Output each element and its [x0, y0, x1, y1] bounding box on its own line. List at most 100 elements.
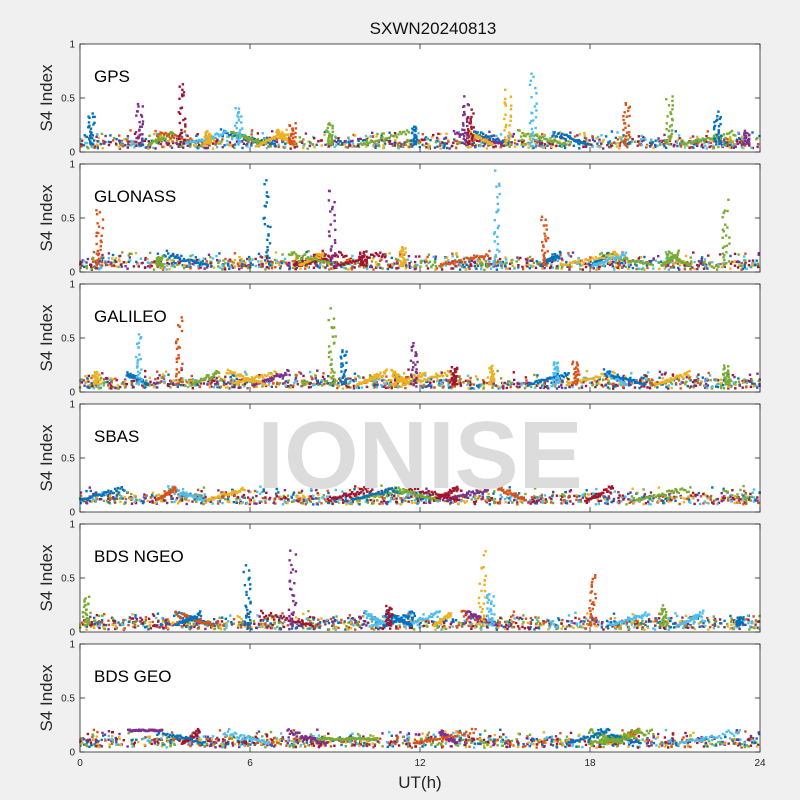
data-point — [161, 268, 165, 271]
data-point — [121, 251, 124, 254]
data-point — [141, 105, 144, 108]
data-point — [722, 140, 726, 143]
data-point — [549, 265, 553, 268]
data-point — [540, 141, 544, 145]
data-point — [266, 136, 269, 140]
scatter-points — [79, 72, 761, 150]
data-point — [676, 139, 679, 142]
data-point — [104, 377, 108, 380]
data-point — [603, 256, 606, 260]
data-point — [748, 137, 751, 141]
data-point — [574, 139, 577, 142]
data-point — [291, 253, 294, 256]
data-point — [172, 254, 175, 257]
data-point — [394, 257, 398, 261]
data-point — [489, 267, 493, 270]
data-point — [732, 381, 735, 384]
data-point — [634, 262, 637, 265]
data-point — [229, 265, 232, 269]
data-point — [483, 255, 486, 258]
data-point — [610, 253, 613, 256]
data-point — [376, 253, 379, 256]
data-point — [546, 138, 549, 141]
data-point — [504, 103, 507, 106]
data-point — [262, 140, 265, 143]
data-point — [381, 379, 384, 382]
data-point — [351, 145, 354, 148]
data-point — [211, 257, 215, 260]
data-point — [309, 259, 312, 263]
data-point — [699, 262, 702, 265]
data-point — [302, 146, 305, 150]
data-point — [237, 119, 241, 122]
data-point — [480, 255, 483, 258]
data-point — [527, 143, 530, 146]
data-point — [543, 257, 546, 260]
data-point — [709, 145, 713, 148]
data-point — [608, 145, 611, 149]
data-point — [669, 111, 672, 114]
data-point — [602, 385, 605, 388]
data-point — [96, 259, 99, 262]
data-point — [530, 133, 534, 137]
data-point — [688, 262, 691, 266]
data-point — [467, 381, 470, 385]
data-point — [572, 138, 575, 141]
data-point — [385, 375, 388, 378]
data-point — [170, 259, 173, 262]
data-point — [645, 380, 648, 384]
data-point — [231, 145, 235, 148]
data-point — [191, 254, 194, 257]
data-point — [101, 218, 105, 221]
data-point — [90, 145, 94, 149]
data-point — [445, 256, 449, 259]
data-point — [552, 375, 556, 378]
data-point — [438, 144, 442, 147]
data-point — [265, 147, 269, 150]
data-point — [164, 131, 167, 135]
data-point — [95, 263, 98, 266]
data-point — [429, 138, 432, 142]
data-point — [518, 129, 521, 132]
data-point — [510, 104, 513, 107]
data-point — [333, 213, 336, 217]
data-point — [416, 263, 419, 267]
data-point — [543, 133, 546, 136]
data-point — [96, 145, 99, 148]
data-point — [249, 262, 252, 265]
data-point — [388, 384, 391, 387]
data-point — [609, 258, 612, 261]
data-point — [469, 145, 473, 149]
data-point — [600, 384, 603, 387]
data-point — [380, 132, 384, 136]
data-point — [626, 145, 629, 149]
data-point — [123, 384, 126, 387]
data-point — [345, 254, 348, 258]
data-point — [627, 259, 631, 263]
data-point — [233, 146, 236, 150]
data-point — [344, 263, 348, 266]
data-point — [397, 145, 401, 148]
data-point — [87, 115, 90, 118]
data-point — [322, 257, 325, 260]
data-point — [710, 387, 714, 390]
data-point — [458, 135, 461, 138]
data-point — [230, 143, 233, 147]
data-point — [191, 262, 194, 266]
data-point — [96, 143, 99, 146]
data-point — [97, 231, 100, 235]
data-point — [362, 263, 365, 266]
data-point — [638, 267, 641, 271]
data-point — [342, 263, 346, 266]
data-point — [406, 145, 410, 148]
data-point — [505, 382, 508, 385]
data-point — [561, 266, 564, 269]
data-point — [333, 254, 337, 258]
data-point — [564, 138, 567, 141]
data-point — [398, 250, 401, 254]
data-point — [547, 387, 550, 390]
data-point — [172, 379, 175, 382]
data-point — [359, 137, 362, 141]
data-point — [429, 381, 432, 384]
data-point — [178, 85, 181, 88]
